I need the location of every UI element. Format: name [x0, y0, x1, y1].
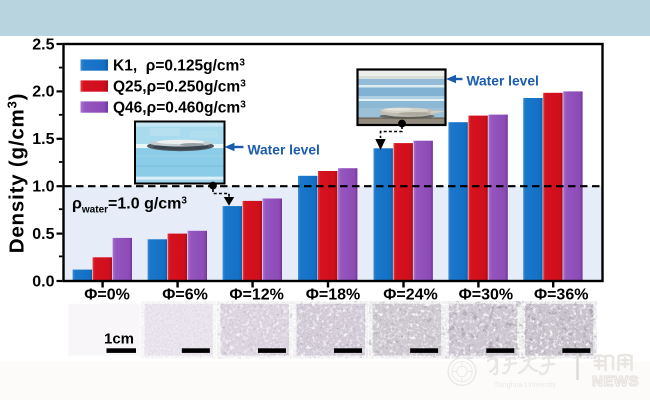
svg-text:Φ=24%: Φ=24%	[383, 287, 438, 304]
svg-text:1cm: 1cm	[104, 331, 134, 348]
svg-text:Density (g/cm3): Density (g/cm3)	[4, 93, 29, 254]
svg-text:Φ=6%: Φ=6%	[162, 287, 208, 304]
svg-text:Water level: Water level	[248, 143, 320, 158]
svg-text:1.5: 1.5	[32, 131, 54, 148]
svg-text:Q25,ρ=0.250g/cm3: Q25,ρ=0.250g/cm3	[113, 78, 246, 96]
svg-text:Tsinghua University: Tsinghua University	[494, 380, 557, 389]
svg-text:2.0: 2.0	[32, 84, 54, 101]
svg-text:Q46,ρ=0.460g/cm3: Q46,ρ=0.460g/cm3	[113, 99, 246, 117]
svg-text:Φ=30%: Φ=30%	[459, 287, 514, 304]
svg-text:K1, ρ=0.125g/cm3: K1, ρ=0.125g/cm3	[113, 57, 245, 75]
svg-text:2.5: 2.5	[32, 36, 54, 53]
svg-text:Φ=0%: Φ=0%	[84, 287, 130, 304]
svg-text:Φ=36%: Φ=36%	[534, 287, 589, 304]
svg-text:1.0: 1.0	[32, 179, 54, 196]
svg-text:0.0: 0.0	[32, 273, 54, 290]
svg-text:Φ=12%: Φ=12%	[229, 287, 284, 304]
svg-text:0.5: 0.5	[32, 226, 54, 243]
svg-text:NEWS: NEWS	[592, 373, 639, 390]
svg-text:Φ=18%: Φ=18%	[306, 287, 361, 304]
svg-text:Water level: Water level	[467, 74, 539, 89]
